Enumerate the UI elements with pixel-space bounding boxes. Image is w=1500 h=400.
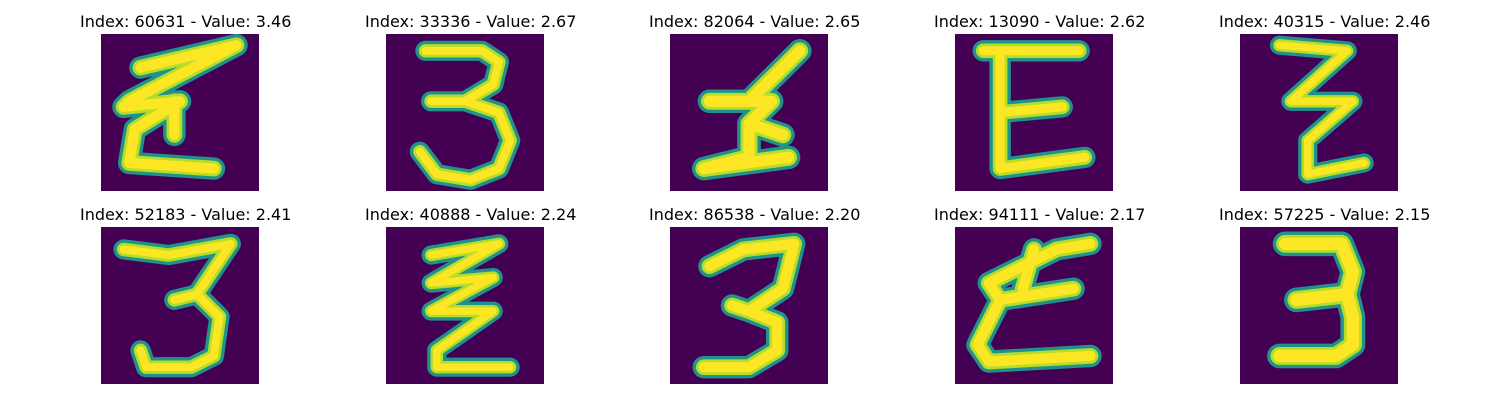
panel-title: Index: 57225 - Value: 2.15 [1219,205,1431,224]
digit-image-6 [101,227,259,384]
digit-image-5 [1240,34,1398,191]
digit-image-3 [670,34,828,191]
digit-image-9 [955,227,1113,384]
panel-title: Index: 94111 - Value: 2.17 [934,205,1146,224]
panel-title: Index: 33336 - Value: 2.67 [365,12,577,31]
digit-image-4 [955,34,1113,191]
panel-title: Index: 13090 - Value: 2.62 [934,12,1146,31]
panel-title: Index: 86538 - Value: 2.20 [649,205,861,224]
digit-image-2 [386,34,544,191]
digit-image-8 [670,227,828,384]
panel-title: Index: 40315 - Value: 2.46 [1219,12,1431,31]
digit-image-7 [386,227,544,384]
digit-image-1 [101,34,259,191]
digit-image-10 [1240,227,1398,384]
panel-title: Index: 60631 - Value: 3.46 [80,12,292,31]
panel-title: Index: 82064 - Value: 2.65 [649,12,861,31]
panel-title: Index: 40888 - Value: 2.24 [365,205,577,224]
panel-title: Index: 52183 - Value: 2.41 [80,205,292,224]
